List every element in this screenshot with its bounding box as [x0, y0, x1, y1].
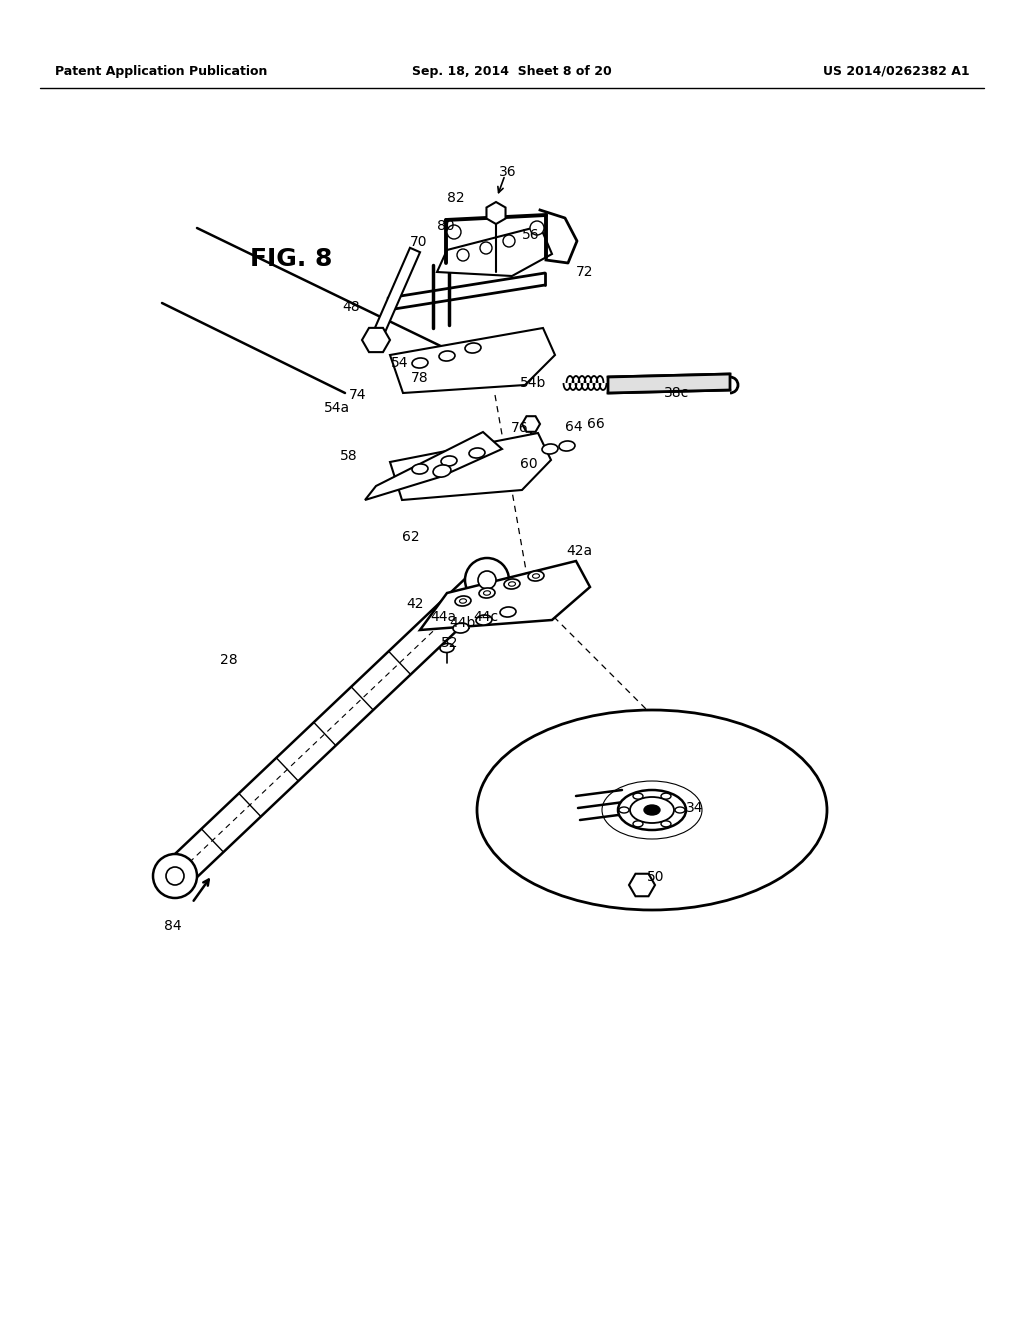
Text: 54b: 54b: [520, 376, 546, 389]
Ellipse shape: [483, 591, 490, 595]
Text: 50: 50: [647, 870, 665, 884]
Text: 34: 34: [686, 801, 703, 814]
Ellipse shape: [504, 579, 520, 589]
Ellipse shape: [630, 797, 674, 822]
Ellipse shape: [465, 343, 481, 352]
Ellipse shape: [618, 807, 629, 813]
Polygon shape: [420, 561, 590, 630]
Ellipse shape: [532, 574, 540, 578]
Polygon shape: [608, 374, 730, 393]
Text: FIG. 8: FIG. 8: [250, 247, 333, 271]
Text: 54a: 54a: [324, 401, 350, 414]
Ellipse shape: [618, 789, 686, 830]
Text: Sep. 18, 2014  Sheet 8 of 20: Sep. 18, 2014 Sheet 8 of 20: [412, 65, 612, 78]
Circle shape: [530, 220, 544, 235]
Ellipse shape: [633, 793, 643, 799]
Text: 56: 56: [522, 228, 540, 242]
Ellipse shape: [469, 447, 485, 458]
Ellipse shape: [542, 444, 558, 454]
Text: 42a: 42a: [566, 544, 592, 558]
Text: 38c: 38c: [664, 385, 689, 400]
Ellipse shape: [453, 623, 469, 634]
Ellipse shape: [433, 465, 451, 477]
Text: 82: 82: [447, 191, 465, 205]
Text: 54: 54: [390, 356, 408, 370]
Circle shape: [153, 854, 197, 898]
Text: 36: 36: [499, 165, 517, 180]
Ellipse shape: [476, 615, 492, 626]
Text: US 2014/0262382 A1: US 2014/0262382 A1: [823, 65, 970, 78]
Text: 62: 62: [402, 531, 420, 544]
Text: 66: 66: [587, 417, 605, 432]
Ellipse shape: [412, 463, 428, 474]
Ellipse shape: [559, 441, 575, 451]
Text: 74: 74: [348, 388, 366, 403]
Ellipse shape: [479, 587, 495, 598]
Polygon shape: [365, 432, 502, 500]
Text: 60: 60: [520, 457, 538, 471]
Text: 64: 64: [565, 420, 583, 434]
Circle shape: [478, 572, 496, 589]
Ellipse shape: [477, 710, 827, 909]
Text: 48: 48: [342, 300, 360, 314]
Text: 28: 28: [220, 653, 238, 667]
Ellipse shape: [675, 807, 685, 813]
Ellipse shape: [528, 572, 544, 581]
Ellipse shape: [441, 455, 457, 466]
Ellipse shape: [455, 595, 471, 606]
Text: 76: 76: [510, 421, 528, 436]
Text: 72: 72: [575, 265, 594, 279]
Polygon shape: [375, 248, 420, 333]
Circle shape: [465, 558, 509, 602]
Circle shape: [457, 249, 469, 261]
Text: 44c: 44c: [473, 610, 499, 624]
Polygon shape: [388, 273, 545, 310]
Polygon shape: [164, 569, 498, 887]
Circle shape: [480, 242, 492, 253]
Ellipse shape: [500, 607, 516, 616]
Circle shape: [503, 235, 515, 247]
Circle shape: [447, 224, 461, 239]
Ellipse shape: [662, 793, 671, 799]
Ellipse shape: [460, 599, 467, 603]
Ellipse shape: [439, 351, 455, 362]
Text: 70: 70: [410, 235, 427, 249]
Text: 78: 78: [411, 371, 428, 385]
Ellipse shape: [633, 821, 643, 826]
Text: 52: 52: [441, 636, 459, 649]
Polygon shape: [390, 327, 555, 393]
Text: 58: 58: [340, 449, 358, 463]
Polygon shape: [390, 433, 551, 500]
Ellipse shape: [509, 582, 515, 586]
Text: 42: 42: [407, 597, 424, 611]
Text: 80: 80: [437, 219, 455, 234]
Text: 44a: 44a: [430, 610, 456, 624]
Text: 84: 84: [164, 919, 182, 933]
Ellipse shape: [662, 821, 671, 826]
Ellipse shape: [644, 805, 660, 814]
Text: Patent Application Publication: Patent Application Publication: [55, 65, 267, 78]
Circle shape: [166, 867, 184, 884]
Ellipse shape: [412, 358, 428, 368]
Ellipse shape: [440, 643, 454, 652]
Polygon shape: [437, 226, 552, 276]
Text: 44b: 44b: [450, 616, 476, 630]
